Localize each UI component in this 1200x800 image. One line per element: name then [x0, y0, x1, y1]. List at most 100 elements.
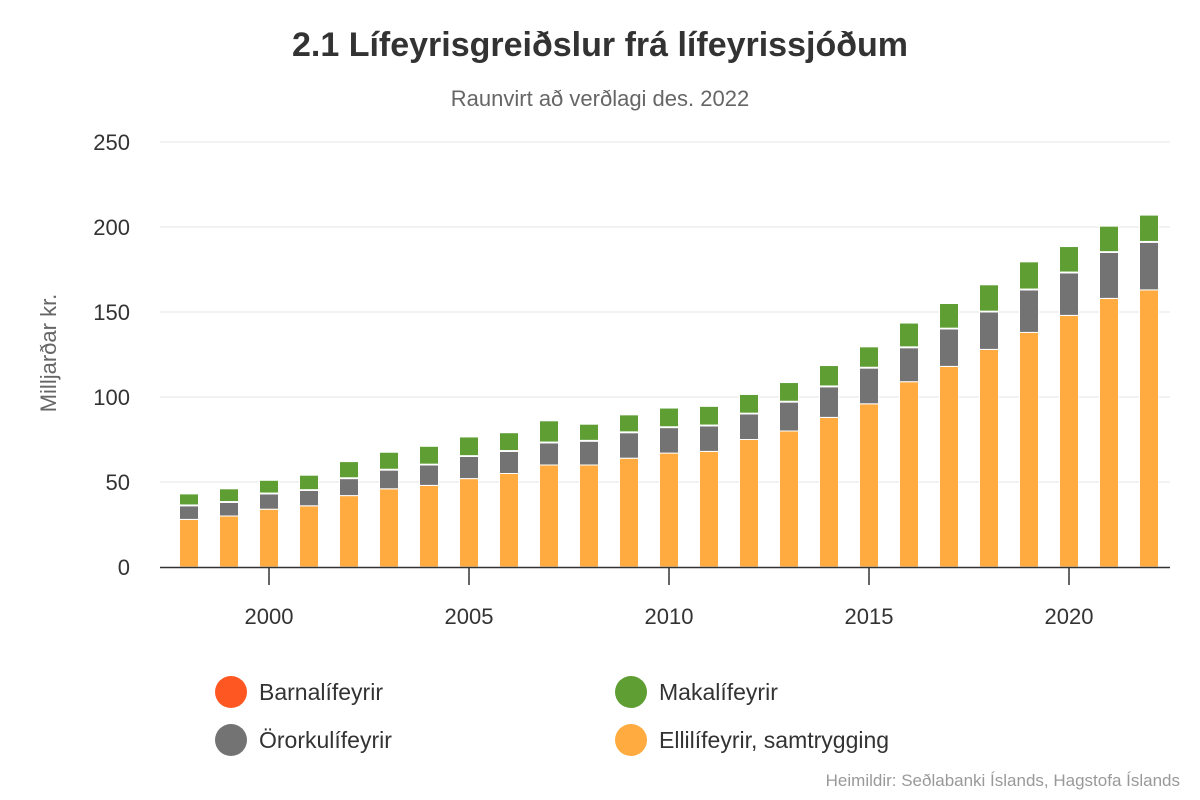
y-tick-label: 50 [106, 470, 130, 495]
bar-segment [339, 461, 359, 479]
bar-segment [259, 493, 279, 510]
bar-segment [939, 365, 959, 568]
bar-segment [779, 430, 799, 568]
bar-segment [699, 450, 719, 568]
credits-source: Heimildir: Seðlabanki Íslands, Hagstofa … [825, 771, 1180, 790]
bar-segment [299, 490, 319, 507]
bar-segment [459, 456, 479, 480]
bar-segment [1139, 289, 1159, 568]
bar-segment [419, 484, 439, 568]
legend-color-dot [615, 676, 647, 708]
bar-segment [499, 432, 519, 452]
bar-segment [179, 518, 199, 568]
y-tick-label: 100 [93, 385, 130, 410]
bar-segment [1019, 261, 1039, 290]
bar-segment [1099, 297, 1119, 568]
bar-segment [259, 479, 279, 494]
bar-segment [1059, 314, 1079, 568]
x-tick-label: 2015 [845, 604, 894, 629]
chart-title: 2.1 Lífeyrisgreiðslur frá lífeyrissjóðum [291, 26, 908, 64]
chart-subtitle: Raunvirt að verðlagi des. 2022 [450, 86, 750, 111]
bar-segment [1059, 246, 1079, 273]
bar-segment [179, 493, 199, 506]
legend-color-dot [615, 724, 647, 756]
bar-segment [659, 427, 679, 454]
bar-segment [939, 328, 959, 367]
bar-segment [779, 382, 799, 402]
bar-segment [499, 473, 519, 568]
bar-segment [299, 505, 319, 568]
x-axis [160, 566, 1170, 585]
legend-item-ellilifeyrir[interactable]: Ellilífeyrir, samtrygging [615, 720, 1015, 760]
bar-segment [739, 413, 759, 440]
bar-segment [619, 432, 639, 459]
bar-segment [619, 457, 639, 568]
bar-segment [819, 416, 839, 568]
bar-segment [979, 284, 999, 312]
bar-segment [979, 311, 999, 350]
bars [179, 214, 1159, 568]
legend-item-ororkulifeyrir[interactable]: Örorkulífeyrir [215, 720, 615, 760]
bar-segment [819, 386, 839, 418]
bar-segment [459, 436, 479, 457]
bar-segment [859, 346, 879, 368]
y-tick-label: 200 [93, 215, 130, 240]
bar-segment [179, 505, 199, 520]
bar-segment [979, 348, 999, 568]
y-tick-label: 250 [93, 130, 130, 155]
y-tick-label: 0 [118, 555, 130, 580]
legend-color-dot [215, 724, 247, 756]
legend-label: Barnalífeyrir [259, 678, 383, 705]
x-tick-label: 2005 [445, 604, 494, 629]
y-axis-label: Milljarðar kr. [36, 294, 61, 413]
bar-segment [1139, 241, 1159, 291]
bar-segment [219, 501, 239, 517]
bar-segment [1099, 225, 1119, 253]
x-tick-label: 2010 [645, 604, 694, 629]
legend-label: Örorkulífeyrir [259, 726, 392, 753]
bar-segment [419, 445, 439, 465]
x-tick-label: 2020 [1045, 604, 1094, 629]
bar-segment [739, 439, 759, 568]
bar-segment [579, 423, 599, 441]
bar-segment [219, 515, 239, 568]
bar-segment [259, 508, 279, 568]
bar-segment [859, 367, 879, 405]
bar-segment [379, 488, 399, 568]
bar-segment [659, 452, 679, 568]
bar-segment [579, 440, 599, 466]
bar-segment [619, 414, 639, 433]
legend-item-makalifeyrir[interactable]: Makalífeyrir [615, 672, 1015, 712]
x-tick-label: 2000 [245, 604, 294, 629]
bar-segment [539, 464, 559, 568]
bar-segment [299, 474, 319, 491]
bar-segment [339, 495, 359, 568]
bar-segment [1139, 214, 1159, 242]
bar-segment [579, 464, 599, 568]
legend-item-barnalifeyrir[interactable]: Barnalífeyrir [215, 672, 615, 712]
bar-segment [1059, 272, 1079, 316]
bar-segment [899, 347, 919, 383]
y-tick-label: 150 [93, 300, 130, 325]
legend-color-dot [215, 676, 247, 708]
bar-segment [539, 420, 559, 443]
bar-segment [939, 303, 959, 329]
y-tick-labels: 0 50 100 150 200 250 [93, 130, 130, 580]
bar-segment [419, 464, 439, 486]
bar-segment [899, 322, 919, 348]
bar-segment [819, 365, 839, 387]
bar-segment [1099, 252, 1119, 299]
legend: Barnalífeyrir Makalífeyrir Örorkulífeyri… [215, 672, 1015, 760]
bar-segment [219, 488, 239, 503]
bar-segment [539, 442, 559, 466]
bar-segment [499, 450, 519, 474]
bar-segment [699, 425, 719, 452]
bar-segment [379, 469, 399, 490]
bar-segment [659, 407, 679, 428]
stacked-bar-chart: 0 50 100 150 200 250 2000 2005 2010 2015 2020 Mil… [36, 130, 1170, 629]
x-tick-labels: 2000 2005 2010 2015 2020 [245, 604, 1094, 629]
legend-label: Makalífeyrir [659, 678, 778, 705]
bar-segment [1019, 331, 1039, 568]
bar-segment [379, 451, 399, 470]
bar-segment [1019, 289, 1039, 333]
